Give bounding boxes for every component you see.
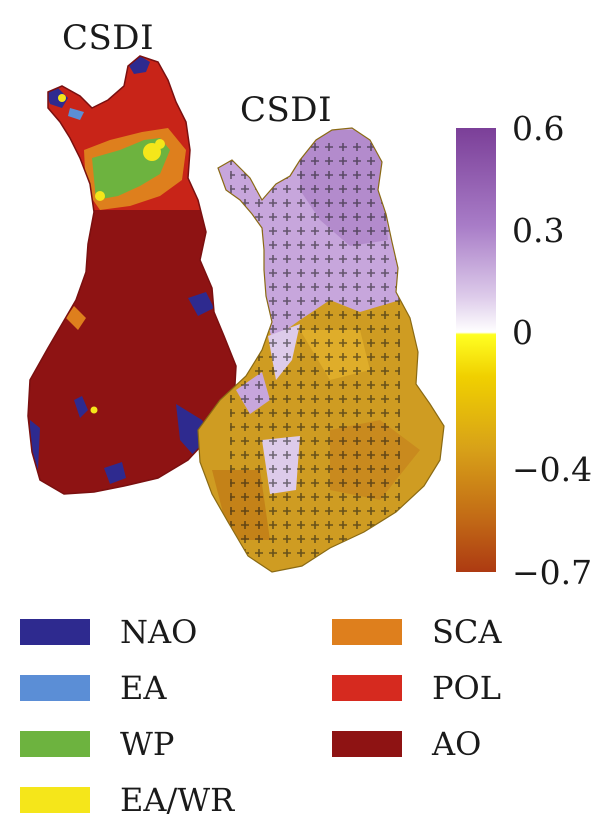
colorbar [456, 128, 496, 572]
colorbar-tick-label: 0.6 [512, 109, 565, 148]
legend-item-ea-wr: EA/WR [20, 780, 234, 820]
legend-label: AO [432, 725, 482, 763]
colorbar-tick-label: 0 [512, 313, 533, 353]
legend-swatch [332, 675, 402, 701]
colorbar-tick-label: −0.4 [512, 450, 593, 490]
legend-label: EA [120, 669, 167, 707]
legend-label: POL [432, 669, 502, 707]
right-map-title: CSDI [240, 90, 332, 130]
legend-label: SCA [432, 613, 502, 651]
legend-swatch [20, 619, 90, 645]
legend-swatch [20, 731, 90, 757]
right-map-finland [197, 127, 445, 573]
colorbar-tick-label: −0.7 [512, 553, 593, 592]
legend-swatch [332, 619, 402, 645]
legend-item-ea: EA [20, 668, 166, 708]
colorbar-tick-label: 0.3 [512, 211, 565, 251]
maps-canvas [27, 55, 445, 573]
legend-item-sca: SCA [332, 612, 502, 652]
legend-label: EA/WR [120, 781, 235, 819]
legend-swatch [20, 787, 90, 813]
legend-item-pol: POL [332, 668, 501, 708]
legend-item-wp: WP [20, 724, 174, 764]
legend-item-ao: AO [332, 724, 481, 764]
legend-item-nao: NAO [20, 612, 197, 652]
legend-swatch [20, 675, 90, 701]
legend-label: WP [120, 725, 175, 763]
left-map-title: CSDI [62, 18, 154, 58]
legend-label: NAO [120, 613, 198, 651]
legend-swatch [332, 731, 402, 757]
